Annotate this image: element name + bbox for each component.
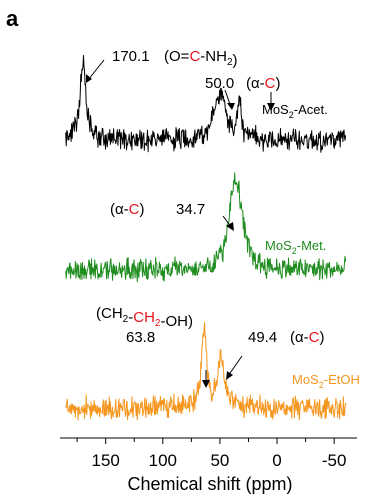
series-label-mos2-met: MoS2-Met. xyxy=(265,238,326,256)
x-tick-label: 50 xyxy=(210,451,229,470)
arrowhead-34 xyxy=(226,222,234,231)
arrowhead-49 xyxy=(226,371,233,380)
annotation-arrow-170 xyxy=(87,59,105,81)
annotation-arrow-49 xyxy=(227,355,243,377)
annotation-value-50: 50.0 xyxy=(205,75,234,92)
x-tick-label: 100 xyxy=(149,451,177,470)
series-label-mos2-etoh: MoS2-EtOH xyxy=(292,372,360,390)
annotation-value-49: 49.4 xyxy=(248,329,277,346)
x-axis-ticks: 150 100 50 0 -50 xyxy=(76,438,347,470)
arrowhead-63 xyxy=(202,380,210,388)
annotation-value-63: 63.8 xyxy=(126,329,155,346)
x-tick-label: 0 xyxy=(272,451,281,470)
x-tick-label: -50 xyxy=(322,451,347,470)
annotation-value-170: 170.1 xyxy=(112,48,150,65)
arrowhead-alpha-c-acet xyxy=(267,103,275,111)
spectrum-line-mos2-etoh xyxy=(65,322,347,421)
arrowhead-170 xyxy=(86,74,92,83)
arrowhead-50 xyxy=(227,103,235,110)
annotation-group-alpha-c-acet: (α-C) xyxy=(246,75,281,92)
annotation-group-amide: (O=C-NH2) xyxy=(164,48,238,69)
annotation-value-34: 34.7 xyxy=(176,201,205,218)
annotation-group-alpha-c-met: (α-C) xyxy=(110,201,145,218)
spectrum-line-mos2-met xyxy=(65,172,347,283)
panel-label: a xyxy=(6,6,19,31)
spectrum-line-mos2-acet xyxy=(65,55,347,153)
x-axis-label: Chemical shift (ppm) xyxy=(127,474,292,494)
annotation-group-ethanol: (CH2-CH2-OH) xyxy=(96,305,193,330)
annotation-group-alpha-c-etoh: (α-C) xyxy=(290,329,325,346)
x-tick-label: 150 xyxy=(92,451,120,470)
